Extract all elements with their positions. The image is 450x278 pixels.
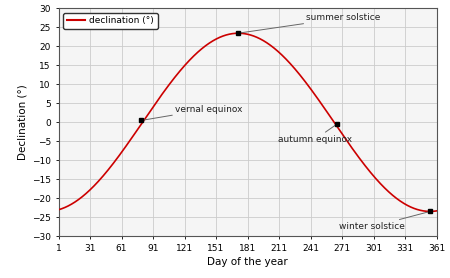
Text: vernal equinox: vernal equinox bbox=[141, 105, 243, 120]
Text: winter solstice: winter solstice bbox=[339, 211, 430, 231]
Y-axis label: Declination (°): Declination (°) bbox=[18, 85, 28, 160]
Legend: declination (°): declination (°) bbox=[63, 13, 158, 29]
X-axis label: Day of the year: Day of the year bbox=[207, 257, 288, 267]
Text: autumn equinox: autumn equinox bbox=[278, 124, 352, 144]
Text: summer solstice: summer solstice bbox=[238, 13, 381, 33]
